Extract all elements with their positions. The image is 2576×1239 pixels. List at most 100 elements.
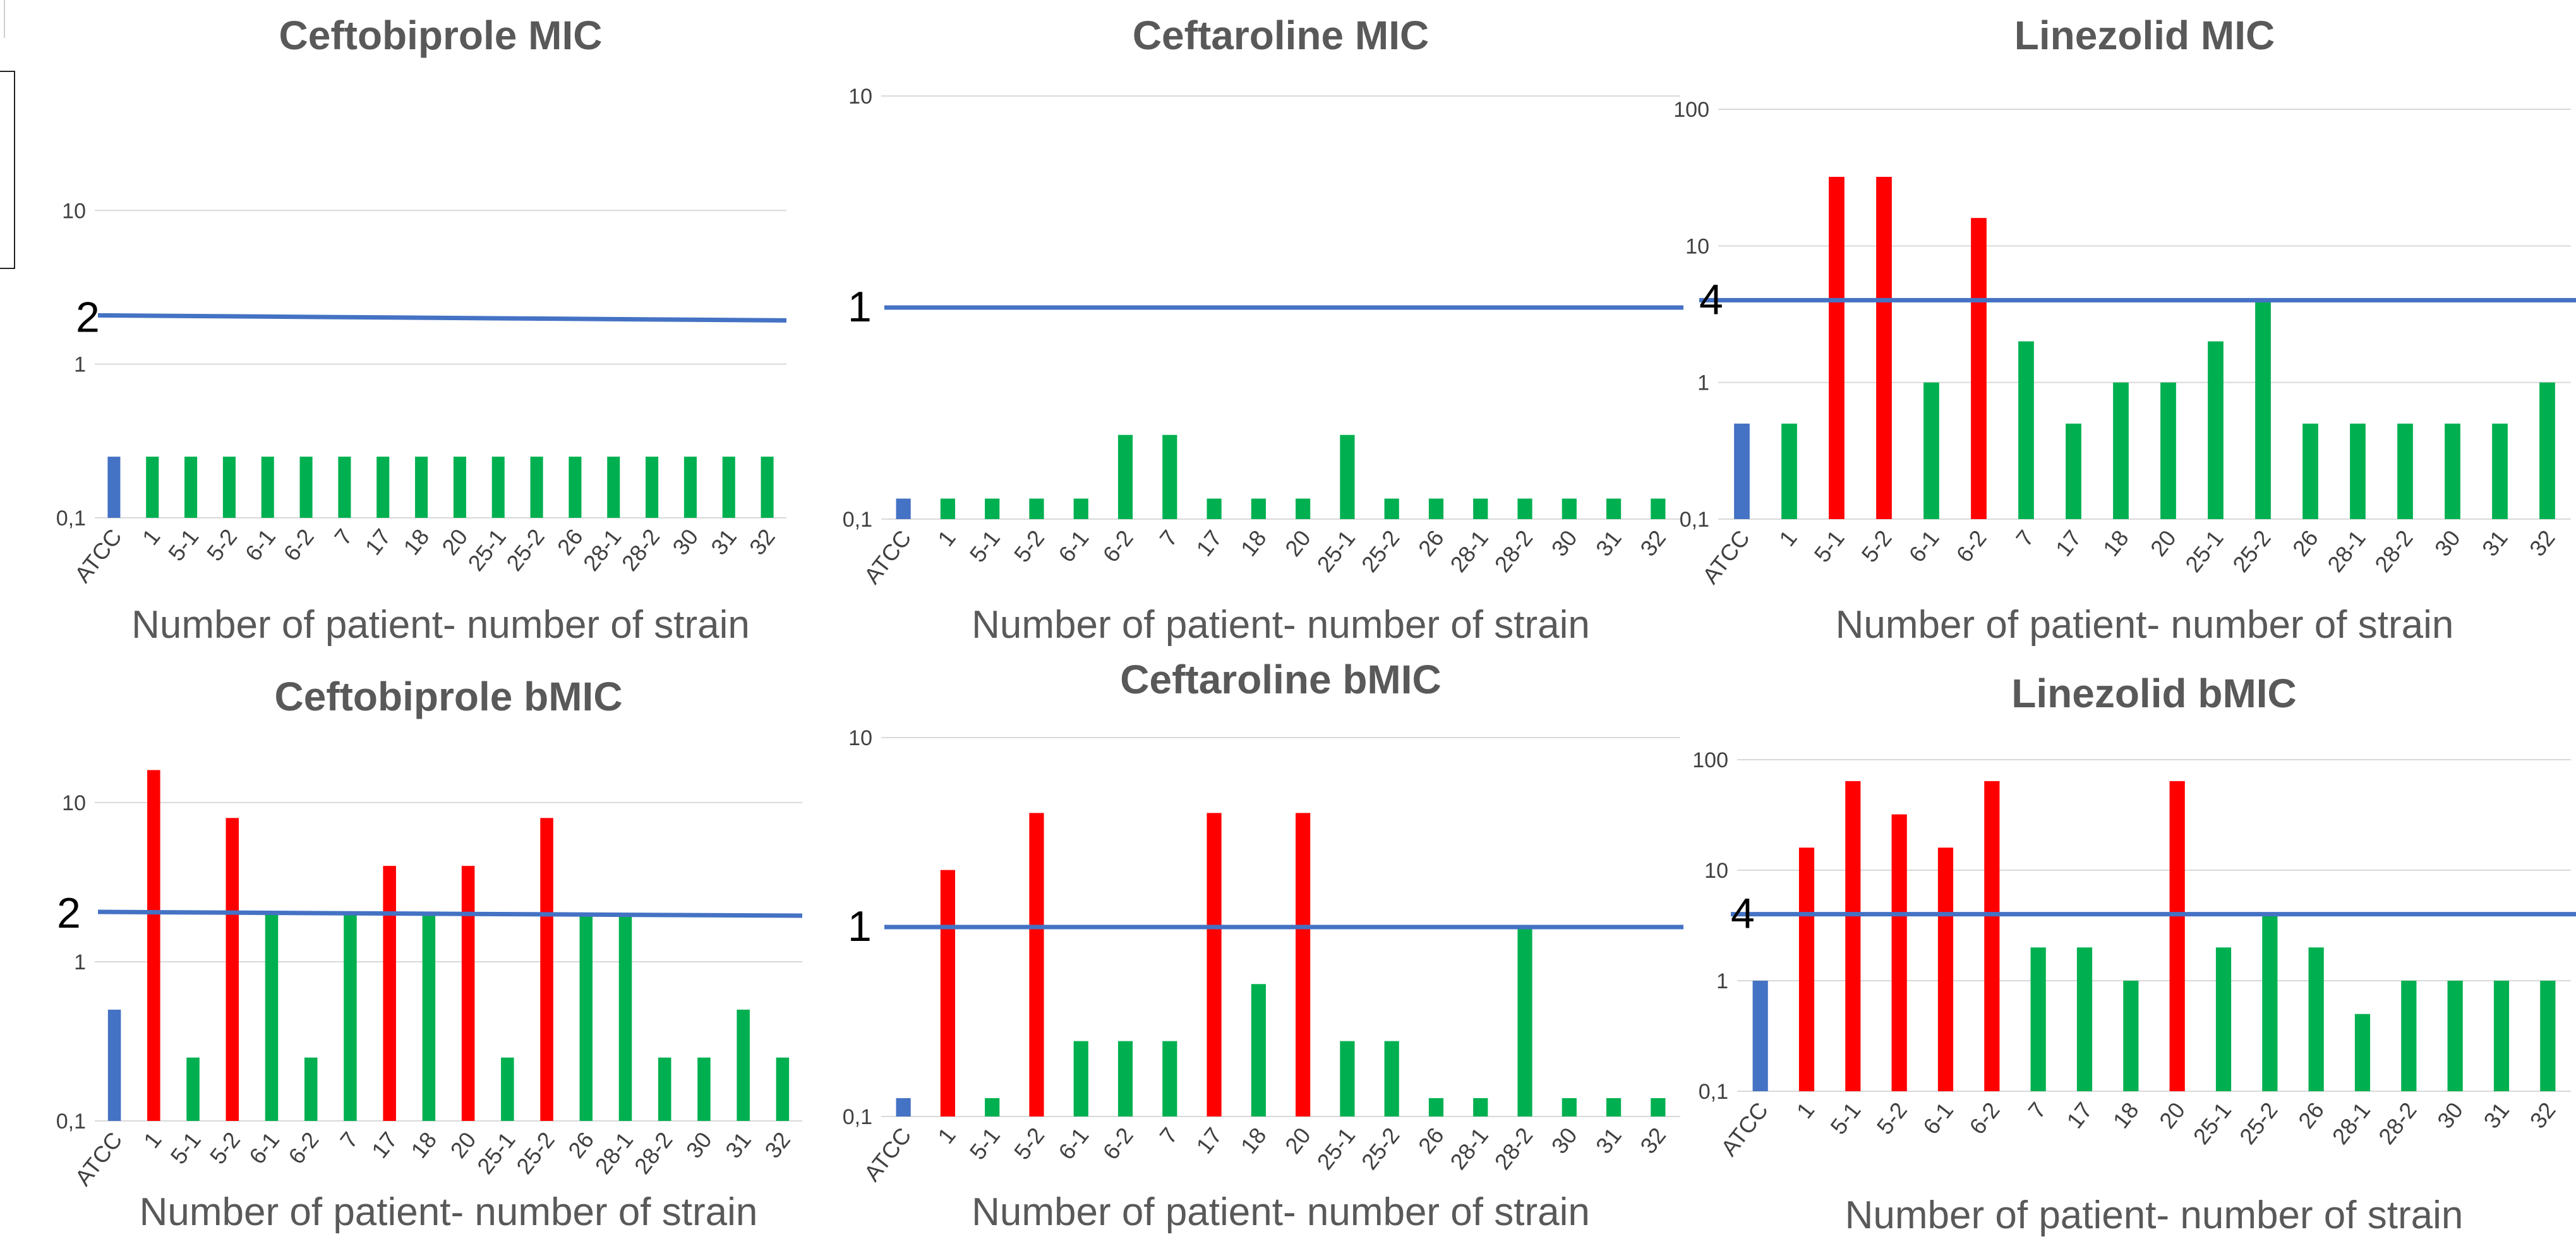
bar: [1251, 984, 1266, 1116]
bar: [186, 1057, 200, 1121]
chart-ceftaroline-bmic: Ceftaroline bMIC 10 0,1 ATCC 1 5-1 5-2 6-1 6-2 7 1…: [840, 0, 1687, 1239]
chart-title: Linezolid MIC: [2014, 13, 2275, 58]
bar: [299, 457, 313, 518]
bar: [569, 457, 582, 518]
bar: [985, 1098, 1000, 1116]
bar: [1562, 498, 1577, 519]
bar: [2169, 781, 2185, 1091]
bar: [646, 457, 659, 518]
breakpoint-label: 4: [1731, 890, 1755, 938]
bar: [1384, 1041, 1399, 1116]
bar: [1606, 498, 1622, 519]
bar: [697, 1057, 711, 1121]
bar: [1562, 1098, 1577, 1116]
bar: [2308, 947, 2324, 1091]
category-label: 25-2: [2234, 1098, 2283, 1149]
bar: [1296, 813, 1311, 1116]
bar: [1517, 498, 1532, 519]
bar: [1829, 177, 1845, 519]
y-tick-label: 10: [1685, 234, 1709, 258]
bar: [147, 770, 160, 1121]
bar: [1891, 814, 1907, 1091]
bar: [2397, 423, 2413, 519]
bar: [376, 457, 390, 518]
bar: [226, 818, 239, 1121]
category-label: 6-1: [244, 1127, 284, 1169]
bar: [1651, 1098, 1666, 1116]
category-label: 28-2: [1490, 1123, 1538, 1175]
bar: [1606, 1098, 1622, 1116]
chart-ceftobiprole-mic: Ceftobiprole MIC 10 1 0,1 ATCC 1 5-1 5-2 6-1 6-2 7…: [0, 0, 828, 650]
bar: [2066, 423, 2081, 519]
x-axis-label: Number of patient- number of strain: [131, 603, 750, 647]
y-tick-label: 1: [74, 353, 86, 377]
category-label: ATCC: [1716, 1098, 1773, 1161]
bar: [1162, 434, 1177, 519]
bar: [2076, 947, 2093, 1091]
chart-linezolid-bmic: Linezolid bMIC 100 10 1 0,1 ATCC 1 5-1 5-2 6-1 6-2…: [1674, 0, 2576, 1239]
y-tick-label: 0,1: [56, 1110, 86, 1134]
category-label: 18: [1236, 1123, 1272, 1159]
category-label: ATCC: [858, 1123, 916, 1186]
chart-title: Ceftaroline bMIC: [1120, 657, 1441, 702]
bar: [1984, 781, 2000, 1091]
bar: [338, 457, 351, 518]
category-label: 5-1: [166, 1127, 206, 1169]
bar: [344, 914, 357, 1121]
bar: [1517, 927, 1532, 1116]
bar: [1845, 781, 1861, 1091]
bar: [1207, 813, 1222, 1116]
category-label: 5-2: [205, 1127, 245, 1169]
breakpoint-label: 2: [57, 889, 81, 937]
bar: [261, 457, 274, 518]
y-tick-label: 10: [62, 199, 86, 223]
bar: [530, 457, 543, 518]
y-tick-label: 100: [1692, 748, 1728, 772]
bar: [2354, 1014, 2371, 1091]
category-label: 25-1: [2188, 1098, 2237, 1149]
bar: [2208, 341, 2224, 519]
category-label: 28-1: [590, 1127, 639, 1179]
bar: [146, 457, 159, 518]
category-label: 6-1: [1053, 1123, 1093, 1164]
y-tick-label: 10: [848, 726, 872, 750]
y-tick-label: 10: [848, 85, 872, 109]
y-tick-label: 10: [62, 791, 86, 815]
bar: [1207, 498, 1222, 519]
left-edge-divider: [0, 0, 5, 38]
category-label: 7: [2023, 1098, 2051, 1123]
bar: [579, 914, 593, 1121]
category-label: 17: [1191, 1123, 1227, 1159]
category-label: 5-1: [1825, 1098, 1865, 1139]
bar: [540, 818, 553, 1121]
y-tick-label: 0,1: [1699, 1080, 1728, 1104]
chart-linezolid-mic: Linezolid MIC 100 10 1 0,1 ATCC 1 5-1 5-2 6-1 6-2 7…: [1673, 0, 2576, 650]
category-label: ATCC: [69, 1127, 127, 1190]
bar: [761, 457, 774, 518]
bar: [1473, 1098, 1488, 1116]
bar: [184, 457, 198, 518]
bar: [2539, 382, 2555, 519]
bar: [222, 457, 236, 518]
bar: [2113, 382, 2129, 519]
bar: [304, 1057, 318, 1121]
y-tick-label: 0,1: [1680, 508, 1709, 532]
category-label: 28-1: [2327, 1098, 2376, 1149]
bar: [1473, 498, 1488, 519]
y-tick-label: 1: [1716, 969, 1728, 993]
bar: [422, 914, 436, 1121]
bar: [737, 1009, 750, 1121]
category-label: 25-2: [511, 1127, 560, 1179]
chart-title: Linezolid bMIC: [2011, 671, 2297, 716]
category-label: 20: [1280, 1123, 1316, 1159]
category-label: 26: [2293, 1098, 2329, 1134]
category-label: 25-1: [1312, 1123, 1361, 1175]
category-label: 7: [335, 1127, 363, 1153]
bar: [1073, 498, 1088, 519]
breakpoint-label: 2: [76, 293, 100, 341]
bar: [2255, 300, 2271, 519]
